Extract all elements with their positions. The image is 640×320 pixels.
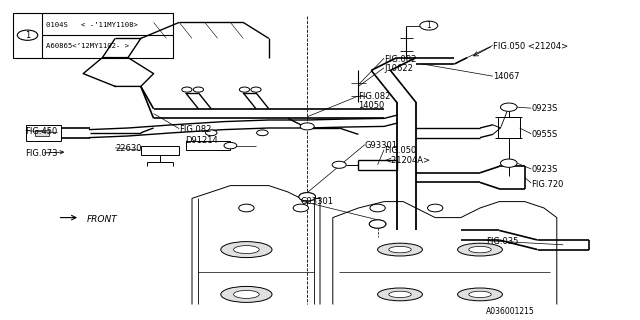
Text: D91214: D91214 [186,136,218,145]
Text: 0923S: 0923S [531,104,557,113]
Text: FIG.050: FIG.050 [384,146,416,155]
Bar [35,130,49,136]
Text: FIG.082: FIG.082 [384,55,417,64]
Text: 0104S   < -’11MY1108>: 0104S < -’11MY1108> [46,22,138,28]
Text: FIG.082: FIG.082 [179,125,212,134]
Ellipse shape [234,246,259,253]
Circle shape [299,193,316,201]
Circle shape [239,204,254,212]
Circle shape [428,204,443,212]
Circle shape [299,193,316,201]
Ellipse shape [221,242,272,258]
Ellipse shape [389,291,412,298]
Circle shape [257,130,268,136]
Ellipse shape [378,243,422,256]
Circle shape [193,87,204,92]
Text: A036001215: A036001215 [486,308,535,316]
Text: 1: 1 [25,31,30,40]
Ellipse shape [221,286,272,302]
Text: 14050: 14050 [358,101,385,110]
Circle shape [369,220,386,228]
Text: FIG.450: FIG.450 [26,127,58,136]
Circle shape [369,220,386,228]
Text: FIG.082: FIG.082 [358,92,391,100]
Circle shape [182,87,192,92]
Text: FIG.073: FIG.073 [26,149,58,158]
Text: G93301: G93301 [365,141,398,150]
Bar [186,141,230,150]
Ellipse shape [378,288,422,301]
Circle shape [205,130,217,136]
Text: 14067: 14067 [493,72,519,81]
Text: FIG.720: FIG.720 [531,180,564,188]
Ellipse shape [468,291,492,298]
Text: G93301: G93301 [301,197,334,206]
Circle shape [224,142,237,149]
Text: 22630: 22630 [115,144,141,153]
Text: 0955S: 0955S [531,130,557,139]
Circle shape [332,161,346,168]
Circle shape [500,103,517,111]
Text: FRONT: FRONT [86,215,117,224]
Bar [26,125,61,141]
Circle shape [239,87,250,92]
Text: FIG.035: FIG.035 [486,237,519,246]
Circle shape [500,159,517,167]
Circle shape [420,21,438,30]
Bar [498,117,520,138]
Bar [141,146,179,155]
Text: <21204A>: <21204A> [384,156,430,164]
Ellipse shape [458,243,502,256]
Circle shape [17,30,38,40]
Ellipse shape [458,288,502,301]
Text: 0923S: 0923S [531,165,557,174]
Bar [13,13,173,58]
Circle shape [293,204,308,212]
Circle shape [251,87,261,92]
Text: A60865<’12MY1102- >: A60865<’12MY1102- > [46,44,129,49]
Circle shape [300,123,314,130]
Circle shape [370,204,385,212]
Text: J10622: J10622 [384,64,413,73]
Text: FIG.050 <21204>: FIG.050 <21204> [493,42,568,51]
Text: 1: 1 [426,21,431,30]
Ellipse shape [468,246,492,253]
Ellipse shape [389,246,412,253]
Ellipse shape [234,291,259,298]
